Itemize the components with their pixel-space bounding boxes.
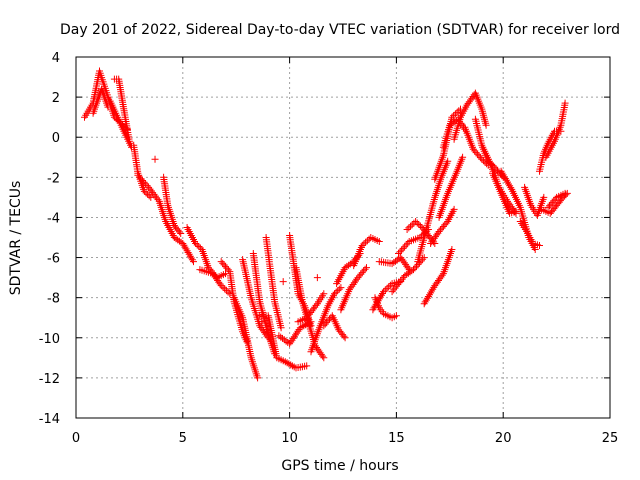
sdtvar-trace-markers xyxy=(81,67,571,382)
plot-frame xyxy=(75,56,611,419)
x-tick-label: 0 xyxy=(72,431,80,446)
axis-ticks xyxy=(75,56,611,419)
y-tick-label: -2 xyxy=(47,171,60,186)
x-tick-label: 5 xyxy=(179,431,187,446)
x-tick-label: 10 xyxy=(281,431,298,446)
x-axis-label: GPS time / hours xyxy=(281,458,398,474)
x-tick-label: 15 xyxy=(388,431,405,446)
y-tick-label: -8 xyxy=(47,292,60,307)
sdtvar-point xyxy=(151,155,159,163)
axis-tick-labels: 0 5 10 15 20 25 -14 -12 -10 -8 -6 -4 -2 0 2 4 xyxy=(39,51,619,446)
y-tick-label: -10 xyxy=(39,332,60,347)
chart-title: Day 201 of 2022, Sidereal Day-to-day VTE… xyxy=(60,22,620,38)
y-tick-label: 0 xyxy=(52,131,60,146)
data-points xyxy=(81,67,571,382)
y-tick-label: -12 xyxy=(39,372,60,387)
sdtvar-point xyxy=(258,318,266,326)
y-tick-label: -6 xyxy=(47,252,60,267)
x-tick-label: 20 xyxy=(495,431,512,446)
y-axis-label: SDTVAR / TECUs xyxy=(8,181,24,296)
sdtvar-point xyxy=(356,246,364,254)
x-tick-label: 25 xyxy=(602,431,619,446)
y-tick-label: 4 xyxy=(52,51,60,66)
sdtvar-point xyxy=(313,274,321,282)
sdtvar-point xyxy=(279,278,287,286)
y-tick-label: 2 xyxy=(52,91,60,106)
y-tick-label: -14 xyxy=(39,412,60,427)
y-tick-label: -4 xyxy=(47,211,60,226)
